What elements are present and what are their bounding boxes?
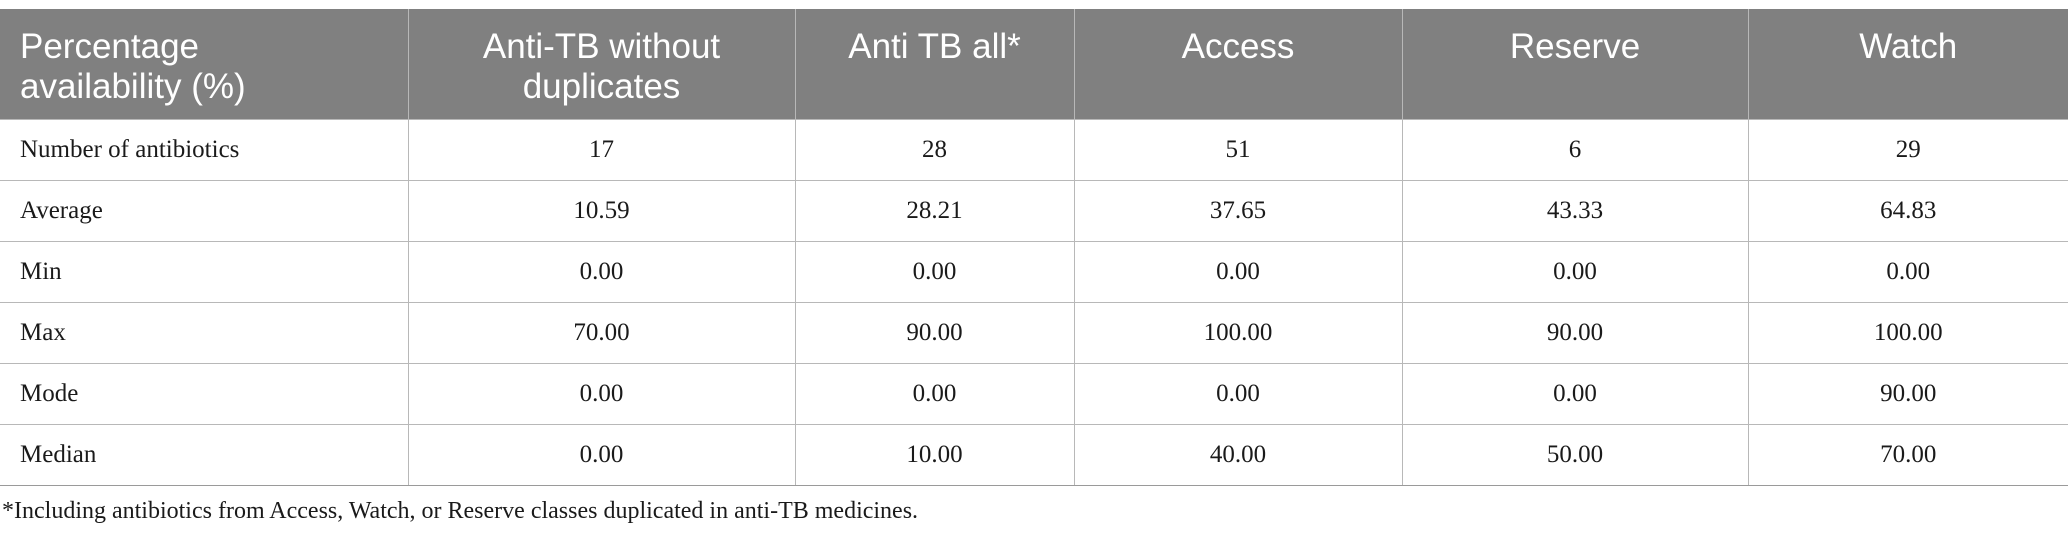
table-cell: 90.00 xyxy=(1747,362,2068,424)
table-cell: 0.00 xyxy=(1073,362,1402,424)
table-cell: 43.33 xyxy=(1401,179,1748,241)
table-cell: 50.00 xyxy=(1401,423,1748,486)
table-cell: 51 xyxy=(1073,118,1402,180)
row-label: Mode xyxy=(0,362,408,424)
table-cell: 0.00 xyxy=(1401,240,1748,302)
table-cell: 6 xyxy=(1401,118,1748,180)
header-line: availability (%) xyxy=(20,67,246,106)
table-cell: 0.00 xyxy=(407,362,795,424)
header-line: Percentage xyxy=(20,27,200,66)
header-watch: Watch xyxy=(1747,9,2068,119)
header-anti-tb-all: Anti TB all* xyxy=(794,9,1074,119)
row-label: Number of antibiotics xyxy=(0,118,408,180)
table-cell: 10.00 xyxy=(794,423,1074,486)
table-cell: 0.00 xyxy=(794,362,1074,424)
table-cell: 100.00 xyxy=(1747,301,2068,363)
table-row: Median 0.00 10.00 40.00 50.00 70.00 xyxy=(0,423,2068,486)
table-row: Max 70.00 90.00 100.00 90.00 100.00 xyxy=(0,301,2068,363)
table-header: Percentage availability (%) Anti-TB with… xyxy=(0,9,2068,119)
table-cell: 10.59 xyxy=(407,179,795,241)
table-cell: 0.00 xyxy=(1747,240,2068,302)
table-cell: 17 xyxy=(407,118,795,180)
table-footnote: *Including antibiotics from Access, Watc… xyxy=(2,498,919,524)
table-cell: 28.21 xyxy=(794,179,1074,241)
row-label: Median xyxy=(0,423,408,486)
header-line: Anti TB all* xyxy=(848,27,1021,66)
header-row: Percentage availability (%) Anti-TB with… xyxy=(0,9,2068,119)
table-row: Average 10.59 28.21 37.65 43.33 64.83 xyxy=(0,179,2068,241)
table-cell: 0.00 xyxy=(407,240,795,302)
table-cell: 70.00 xyxy=(1747,423,2068,486)
table-cell: 100.00 xyxy=(1073,301,1402,363)
header-line: Anti-TB without xyxy=(482,27,721,66)
table-row: Number of antibiotics 17 28 51 6 29 xyxy=(0,118,2068,180)
header-line: Access xyxy=(1181,27,1295,66)
table-cell: 29 xyxy=(1747,118,2068,180)
header-line: Reserve xyxy=(1509,27,1641,66)
table-cell: 0.00 xyxy=(794,240,1074,302)
table-body: Number of antibiotics 17 28 51 6 29 Aver… xyxy=(0,118,2068,486)
header-line: Watch xyxy=(1859,27,1958,66)
table-cell: 0.00 xyxy=(1401,362,1748,424)
header-access: Access xyxy=(1073,9,1402,119)
table-row: Mode 0.00 0.00 0.00 0.00 90.00 xyxy=(0,362,2068,424)
header-percentage-availability: Percentage availability (%) xyxy=(0,9,408,119)
header-line: duplicates xyxy=(522,67,681,106)
table-cell: 40.00 xyxy=(1073,423,1402,486)
table-cell: 90.00 xyxy=(1401,301,1748,363)
availability-table: Percentage availability (%) Anti-TB with… xyxy=(0,9,2068,486)
table-cell: 70.00 xyxy=(407,301,795,363)
table-cell: 0.00 xyxy=(1073,240,1402,302)
table-cell: 28 xyxy=(794,118,1074,180)
header-reserve: Reserve xyxy=(1401,9,1748,119)
table-row: Min 0.00 0.00 0.00 0.00 0.00 xyxy=(0,240,2068,302)
table-cell: 64.83 xyxy=(1747,179,2068,241)
row-label: Max xyxy=(0,301,408,363)
table-container: Percentage availability (%) Anti-TB with… xyxy=(0,9,2068,486)
table-cell: 0.00 xyxy=(407,423,795,486)
row-label: Min xyxy=(0,240,408,302)
table-cell: 90.00 xyxy=(794,301,1074,363)
header-anti-tb-without-duplicates: Anti-TB without duplicates xyxy=(407,9,795,119)
row-label: Average xyxy=(0,179,408,241)
table-cell: 37.65 xyxy=(1073,179,1402,241)
